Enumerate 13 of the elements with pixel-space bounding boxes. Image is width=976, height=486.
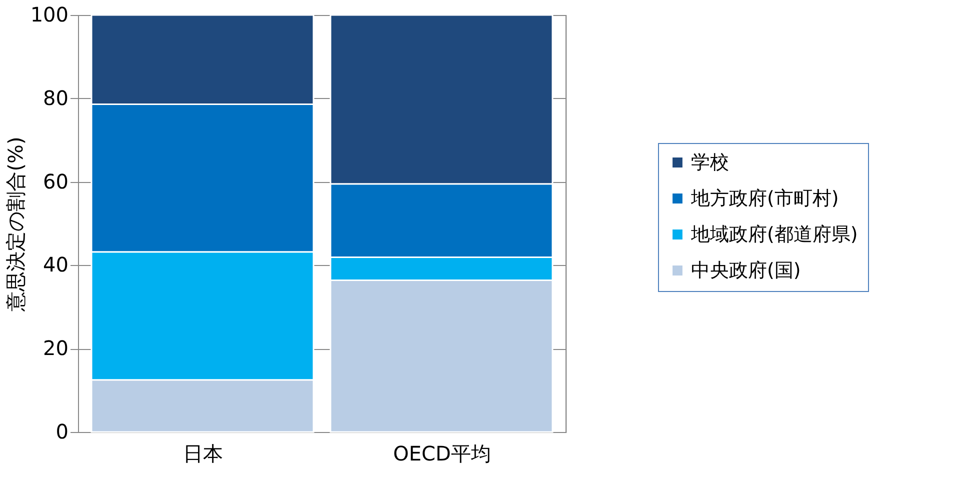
y-tick-label: 20 <box>43 336 68 360</box>
y-tick-label: 100 <box>30 2 68 26</box>
legend-label: 中央政府(国) <box>691 260 801 282</box>
x-tick-label: 日本 <box>183 442 223 466</box>
y-tick-label: 40 <box>43 252 68 277</box>
y-tick-label: 80 <box>43 86 68 110</box>
legend-label: 学校 <box>691 152 729 174</box>
y-tick-label: 60 <box>43 169 68 194</box>
x-tick-label: OECD平均 <box>393 442 491 466</box>
y-axis-title: 意思決定の割合(%) <box>3 136 28 312</box>
y-tick-label: 0 <box>56 420 68 444</box>
legend-label: 地域政府(都道府県) <box>690 224 858 246</box>
legend-label: 地方政府(市町村) <box>690 188 839 210</box>
